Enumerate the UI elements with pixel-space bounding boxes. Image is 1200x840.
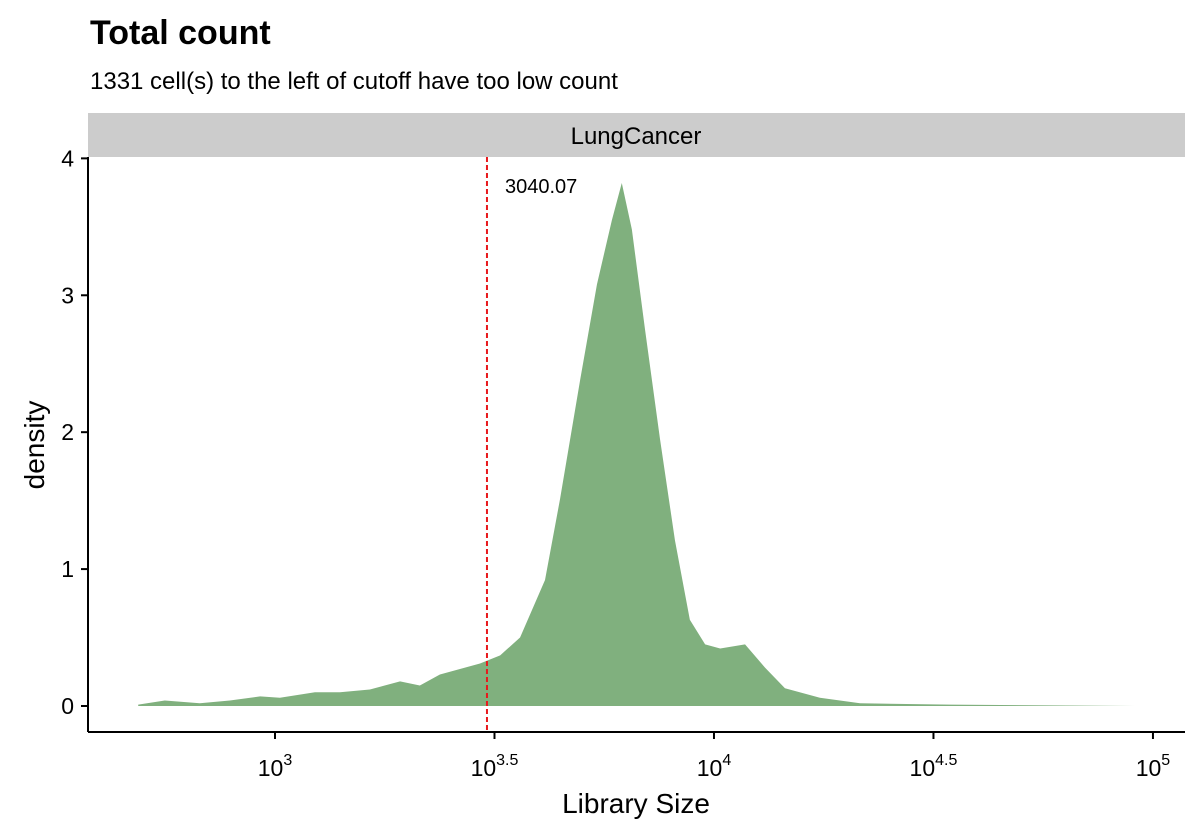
x-tick-label: 103 [258,752,293,781]
x-tick-exponent: 5 [1161,752,1170,769]
x-tick-label: 104.5 [910,752,958,781]
chart-subtitle: 1331 cell(s) to the left of cutoff have … [90,68,618,95]
x-tick-base: 10 [697,755,723,781]
x-tick-base: 10 [471,755,497,781]
x-tick-label: 105 [1136,752,1171,781]
x-tick-exponent: 3.5 [496,752,518,769]
y-axis-title: density [19,401,50,490]
x-axis-title: Library Size [562,788,710,819]
y-tick-label: 0 [61,693,74,719]
x-tick-exponent: 4 [722,752,731,769]
chart-title: Total count [90,14,271,52]
cutoff-label: 3040.07 [505,176,577,198]
x-tick-base: 10 [1136,755,1162,781]
facet-label: LungCancer [571,123,702,150]
y-tick-label: 2 [61,419,74,445]
density-area [138,183,1135,706]
y-tick-label: 3 [61,282,74,308]
x-tick-exponent: 3 [283,752,292,769]
y-tick-label: 4 [61,145,74,171]
x-tick-exponent: 4.5 [935,752,957,769]
facet-strip [88,113,1185,157]
x-tick-label: 103.5 [471,752,519,781]
y-tick-label: 1 [61,556,74,582]
x-tick-label: 104 [697,752,732,781]
x-tick-base: 10 [258,755,284,781]
x-tick-base: 10 [910,755,936,781]
